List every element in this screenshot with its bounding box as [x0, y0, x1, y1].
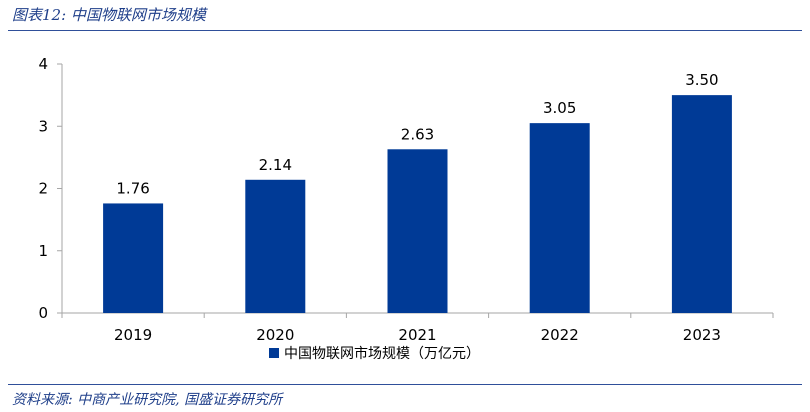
legend-swatch: [269, 348, 279, 358]
bar-2023: [671, 95, 732, 313]
y-tick-label: 4: [38, 55, 48, 73]
chart-bars: [103, 95, 732, 313]
bar-chart: 0 1 2 3 4 1.76 2019 2.14 2020 2.63 2021 3.05 2022 3.…: [38, 55, 774, 362]
bar-2020: [245, 179, 306, 313]
x-tick-label-2019: 2019: [114, 326, 152, 344]
data-label-2019: 1.76: [116, 179, 149, 197]
x-tick-label-2022: 2022: [541, 326, 579, 344]
y-tick-label: 2: [38, 180, 48, 198]
legend-label: 中国物联网市场规模（万亿元）: [284, 345, 480, 362]
bar-2021: [387, 149, 448, 313]
y-tick-label: 1: [38, 242, 48, 260]
y-tick-label: 3: [38, 117, 48, 135]
bar-2019: [103, 203, 164, 313]
y-tick-label: 0: [38, 304, 48, 322]
header-rule: [8, 30, 802, 31]
x-tick-label-2023: 2023: [683, 326, 721, 344]
data-label-2020: 2.14: [259, 156, 292, 174]
chart-legend: 中国物联网市场规模（万亿元）: [269, 345, 480, 362]
x-tick-label-2021: 2021: [398, 326, 436, 344]
data-label-2023: 3.50: [685, 71, 718, 89]
footer-rule: [8, 384, 802, 385]
chart-labels: 1.76 2019 2.14 2020 2.63 2021 3.05 2022 3.50 2023: [114, 71, 721, 344]
data-label-2021: 2.63: [401, 125, 434, 143]
x-tick-label-2020: 2020: [256, 326, 294, 344]
figure-title: 图表12: 中国物联网市场规模: [12, 6, 206, 24]
source-note: 资料来源: 中商产业研究院, 国盛证券研究所: [12, 392, 283, 408]
bar-2022: [529, 123, 590, 313]
data-label-2022: 3.05: [543, 99, 576, 117]
